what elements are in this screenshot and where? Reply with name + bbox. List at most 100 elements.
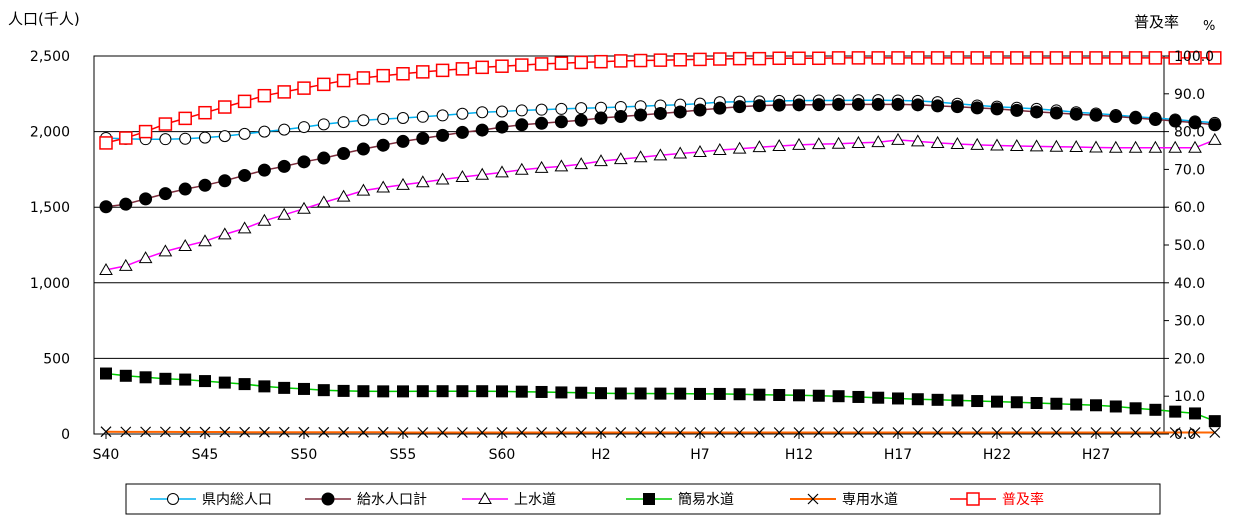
- data-point: [1090, 399, 1102, 412]
- data-point: [575, 427, 587, 438]
- data-point: [813, 427, 825, 438]
- marker-stroke: [417, 427, 429, 438]
- data-point: [891, 51, 905, 65]
- data-point: [654, 427, 666, 438]
- data-point: [258, 125, 271, 138]
- data-point: [1129, 402, 1142, 415]
- data-point: [435, 63, 450, 78]
- data-point: [298, 382, 310, 395]
- data-point: [614, 54, 628, 68]
- data-point: [316, 195, 331, 208]
- data-point: [1109, 109, 1123, 123]
- data-point: [871, 97, 885, 111]
- x-tick-label: H17: [884, 447, 912, 463]
- data-point: [99, 200, 113, 214]
- data-point: [277, 207, 292, 220]
- data-point: [1049, 106, 1063, 120]
- data-point: [1207, 132, 1222, 145]
- data-point: [1011, 427, 1023, 438]
- marker-stroke: [674, 427, 686, 438]
- data-point: [1188, 51, 1202, 65]
- x-tick-label: H12: [785, 447, 813, 463]
- x-tick-label: S55: [390, 447, 417, 463]
- data-point: [950, 100, 964, 114]
- data-point: [1188, 140, 1202, 153]
- data-point: [397, 111, 409, 124]
- data-point: [574, 55, 588, 70]
- data-point: [357, 426, 369, 438]
- data-point: [613, 152, 628, 165]
- data-point: [792, 98, 806, 112]
- data-point: [496, 385, 508, 398]
- right-tick-label: 90.0: [1174, 87, 1205, 103]
- data-point: [357, 385, 370, 398]
- marker-stroke: [807, 493, 819, 505]
- legend-label: 専用水道: [842, 492, 898, 508]
- data-point: [277, 85, 291, 99]
- data-point: [713, 101, 727, 115]
- x-tick-label: H27: [1082, 447, 1110, 463]
- data-point: [911, 51, 925, 65]
- data-point: [376, 138, 390, 152]
- data-point: [1148, 140, 1163, 153]
- data-point: [219, 426, 231, 438]
- data-point: [970, 101, 984, 115]
- data-point: [1089, 51, 1103, 65]
- marker-stroke: [357, 426, 369, 438]
- data-point: [179, 426, 191, 438]
- marker-stroke: [1070, 427, 1082, 438]
- data-point: [317, 384, 330, 397]
- data-point: [277, 159, 291, 173]
- data-point: [120, 426, 132, 438]
- data-point: [615, 427, 627, 438]
- data-point: [752, 99, 766, 113]
- series-2: [99, 97, 1222, 214]
- legend-label: 上水道: [514, 492, 556, 508]
- data-point: [1129, 111, 1143, 125]
- data-point: [595, 387, 607, 400]
- data-point: [1128, 51, 1143, 65]
- data-point: [515, 58, 529, 72]
- data-point: [693, 103, 707, 117]
- data-point: [594, 154, 608, 167]
- data-point: [515, 104, 528, 117]
- data-point: [198, 178, 212, 192]
- data-point: [911, 98, 925, 112]
- data-point: [455, 125, 469, 139]
- data-point: [476, 106, 489, 119]
- data-point: [218, 174, 232, 188]
- data-point: [951, 427, 963, 438]
- data-point: [871, 51, 885, 65]
- data-point: [555, 102, 568, 115]
- data-point: [456, 107, 469, 120]
- data-point: [1070, 398, 1083, 411]
- data-point: [554, 115, 568, 129]
- x-tick-label: S50: [291, 447, 318, 463]
- data-point: [495, 59, 509, 73]
- data-point: [831, 136, 846, 149]
- data-point: [496, 427, 508, 438]
- data-point: [179, 132, 192, 145]
- data-point: [614, 109, 628, 123]
- data-point: [1109, 400, 1122, 413]
- data-point: [139, 192, 153, 206]
- data-point: [534, 160, 549, 173]
- data-point: [99, 136, 113, 150]
- left-axis-title: 人口(千人): [8, 10, 80, 28]
- data-point: [951, 394, 964, 407]
- data-point: [178, 111, 192, 126]
- data-point: [376, 68, 390, 83]
- left-tick-label: 1,500: [30, 200, 70, 216]
- marker-stroke: [1050, 427, 1062, 438]
- marker-stroke: [1169, 427, 1181, 438]
- data-point: [218, 376, 231, 389]
- data-point: [614, 387, 627, 400]
- data-point: [298, 426, 310, 438]
- data-point: [674, 387, 687, 400]
- data-point: [852, 427, 864, 438]
- marker-stroke: [813, 427, 825, 438]
- marker-stroke: [872, 427, 884, 438]
- data-point: [752, 140, 767, 153]
- data-point: [931, 99, 945, 113]
